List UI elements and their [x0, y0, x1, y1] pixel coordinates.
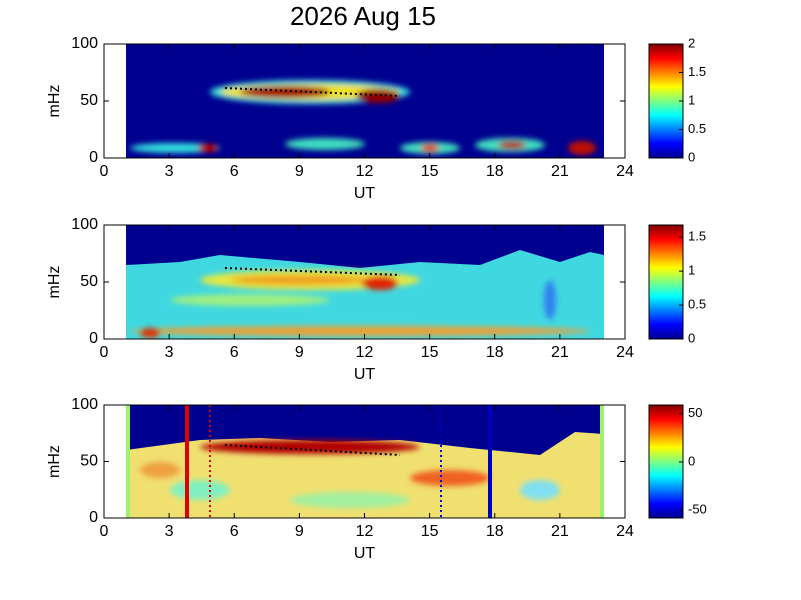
x-tick-label: 6 — [230, 163, 239, 180]
x-tick-label: 24 — [616, 163, 634, 180]
x-tick-label: 15 — [421, 523, 439, 540]
colorbar-tick-label: -50 — [688, 502, 707, 517]
x-axis-label: UT — [354, 185, 376, 202]
colorbar — [648, 224, 684, 340]
x-tick-label: 15 — [421, 344, 439, 361]
x-tick-label: 0 — [100, 163, 109, 180]
x-tick-label: 18 — [486, 344, 504, 361]
x-tick-label: 9 — [295, 344, 304, 361]
x-tick-label: 24 — [616, 344, 634, 361]
y-tick-label: 100 — [71, 396, 98, 413]
figure-title: 2026 Aug 15 — [290, 1, 436, 31]
y-tick-label: 0 — [89, 330, 98, 347]
x-tick-label: 18 — [486, 163, 504, 180]
colorbar-tick-label: 0.5 — [688, 297, 706, 312]
colorbar-tick-label: 0 — [688, 453, 695, 468]
spectrogram-image — [126, 405, 604, 518]
x-tick-label: 21 — [551, 163, 569, 180]
x-tick-label: 9 — [295, 163, 304, 180]
colorbar-tick-label: 50 — [688, 405, 702, 420]
spectrogram-image — [126, 44, 604, 158]
x-tick-label: 0 — [100, 523, 109, 540]
colorbar — [648, 43, 684, 159]
y-tick-label: 100 — [71, 216, 98, 233]
colorbar-tick-label: 1 — [688, 92, 695, 107]
x-tick-label: 6 — [230, 523, 239, 540]
y-tick-label: 100 — [71, 35, 98, 52]
y-tick-label: 50 — [80, 273, 98, 290]
x-tick-label: 12 — [356, 523, 374, 540]
y-axis-label: mHz — [46, 85, 63, 118]
x-axis-label: UT — [354, 366, 376, 383]
y-tick-label: 0 — [89, 149, 98, 166]
x-tick-label: 0 — [100, 344, 109, 361]
x-tick-label: 24 — [616, 523, 634, 540]
colorbar — [648, 404, 684, 519]
x-axis-label: UT — [354, 545, 376, 562]
x-tick-label: 21 — [551, 344, 569, 361]
x-tick-label: 18 — [486, 523, 504, 540]
colorbar-tick-label: 0.5 — [688, 121, 706, 136]
spectrogram-image — [126, 225, 604, 339]
y-axis-label: mHz — [46, 445, 63, 478]
y-tick-label: 0 — [89, 509, 98, 526]
colorbar-tick-label: 0 — [688, 330, 695, 345]
x-tick-label: 3 — [165, 344, 174, 361]
colorbar-tick-label: 1.5 — [688, 229, 706, 244]
x-tick-label: 3 — [165, 163, 174, 180]
x-tick-label: 12 — [356, 344, 374, 361]
y-tick-label: 50 — [80, 92, 98, 109]
x-tick-label: 21 — [551, 523, 569, 540]
colorbar-tick-label: 0 — [688, 149, 695, 164]
colorbar-tick-label: 1.5 — [688, 64, 706, 79]
x-tick-label: 6 — [230, 344, 239, 361]
x-tick-label: 9 — [295, 523, 304, 540]
colorbar-tick-label: 2 — [688, 35, 695, 50]
x-tick-label: 3 — [165, 523, 174, 540]
y-axis-label: mHz — [46, 266, 63, 299]
x-tick-label: 12 — [356, 163, 374, 180]
x-tick-label: 15 — [421, 163, 439, 180]
colorbar-tick-label: 1 — [688, 263, 695, 278]
y-tick-label: 50 — [80, 453, 98, 470]
